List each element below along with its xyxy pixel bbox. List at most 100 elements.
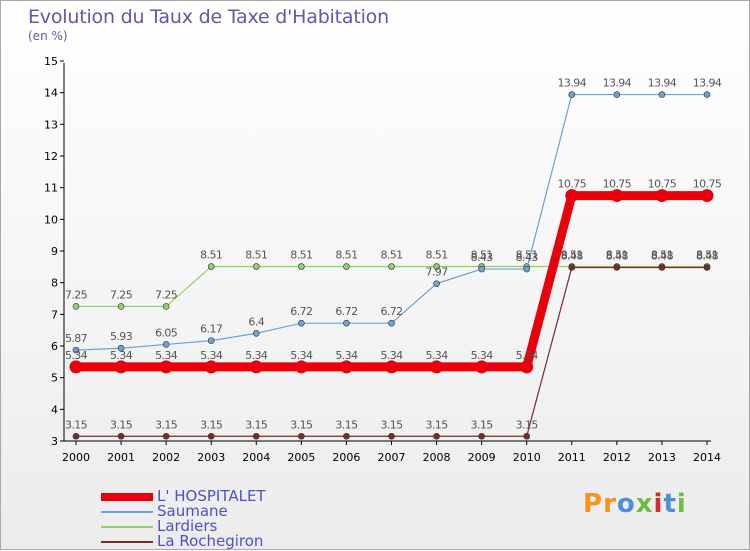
data-label-lardiers: 8.51 <box>380 249 402 262</box>
x-tick-label: 2008 <box>423 451 451 464</box>
data-point-la-rochegiron <box>252 432 260 440</box>
data-label-la-rochegiron: 3.15 <box>516 418 539 431</box>
data-label-la-rochegiron: 8.48 <box>651 249 674 262</box>
y-tick-label: 14 <box>44 87 58 100</box>
data-label-lardiers: 7.25 <box>65 288 88 301</box>
data-point-la-rochegiron <box>343 432 350 440</box>
data-point-saumane <box>703 91 711 98</box>
data-label-saumane: 8.43 <box>471 251 494 264</box>
data-point-la-rochegiron <box>162 432 170 440</box>
data-label-saumane: 8.43 <box>516 251 539 264</box>
chart-subtitle: (en %) <box>28 29 68 43</box>
x-tick-label: 2005 <box>287 451 315 464</box>
y-tick-label: 10 <box>44 213 58 226</box>
data-point-saumane <box>162 341 170 348</box>
data-point-l-hospitalet <box>159 360 173 374</box>
data-point-l-hospitalet <box>114 360 128 374</box>
data-point-saumane <box>252 330 260 337</box>
data-label-saumane: 13.94 <box>648 77 677 90</box>
legend-label: L' HOSPITALET <box>157 487 266 505</box>
data-label-l-hospitalet: 10.75 <box>603 178 632 191</box>
data-label-la-rochegiron: 3.15 <box>380 418 403 431</box>
data-point-saumane <box>207 337 215 344</box>
y-tick-label: 3 <box>51 435 58 448</box>
data-point-saumane <box>658 91 666 98</box>
data-point-l-hospitalet <box>520 360 534 374</box>
data-label-lardiers: 8.51 <box>290 249 312 262</box>
legend-label: Saumane <box>157 502 228 520</box>
data-point-la-rochegiron <box>703 264 711 271</box>
data-label-la-rochegiron: 3.15 <box>245 418 268 431</box>
y-tick-label: 5 <box>51 372 58 385</box>
data-label-l-hospitalet: 5.34 <box>155 349 178 362</box>
x-tick-label: 2011 <box>558 451 586 464</box>
data-point-saumane <box>613 91 621 98</box>
logo-letter: i <box>676 489 687 519</box>
logo-letter: r <box>603 489 617 519</box>
data-label-la-rochegiron: 3.15 <box>155 418 178 431</box>
data-point-l-hospitalet <box>610 189 624 203</box>
data-label-lardiers: 8.51 <box>696 249 718 262</box>
data-point-la-rochegiron <box>523 432 531 440</box>
x-tick-label: 2013 <box>648 451 676 464</box>
data-point-l-hospitalet <box>655 189 669 203</box>
data-point-saumane <box>478 265 485 273</box>
data-point-la-rochegiron <box>388 432 395 440</box>
logo-letter: x <box>635 489 654 519</box>
y-tick-label: 7 <box>51 308 58 321</box>
data-point-l-hospitalet <box>294 360 308 374</box>
data-label-la-rochegiron: 8.48 <box>606 249 629 262</box>
data-label-saumane: 6.4 <box>248 315 264 328</box>
data-point-lardiers <box>207 263 215 270</box>
data-label-lardiers: 8.51 <box>200 249 222 262</box>
data-label-saumane: 6.72 <box>335 305 357 318</box>
chart-title: Evolution du Taux de Taxe d'Habitation <box>28 6 389 28</box>
data-label-la-rochegiron: 3.15 <box>426 418 449 431</box>
y-tick-label: 8 <box>51 277 58 290</box>
y-tick-label: 15 <box>44 55 58 68</box>
data-point-l-hospitalet <box>69 360 83 374</box>
x-tick-label: 2010 <box>513 451 541 464</box>
legend-label: Lardiers <box>157 517 218 535</box>
data-point-saumane <box>433 280 440 287</box>
data-point-saumane <box>72 346 80 354</box>
y-tick-label: 12 <box>44 150 58 163</box>
data-point-la-rochegiron <box>613 264 621 271</box>
legend-swatch <box>101 511 153 513</box>
x-tick-label: 2007 <box>378 451 406 464</box>
data-point-la-rochegiron <box>117 432 125 440</box>
data-label-l-hospitalet: 5.34 <box>516 349 539 362</box>
data-label-l-hospitalet: 5.34 <box>471 349 494 362</box>
data-label-lardiers: 7.25 <box>110 288 133 301</box>
data-label-l-hospitalet: 10.75 <box>558 178 587 191</box>
data-label-la-rochegiron: 3.15 <box>335 418 358 431</box>
data-point-lardiers <box>343 263 350 270</box>
data-point-saumane <box>343 319 350 327</box>
data-label-l-hospitalet: 10.75 <box>648 178 677 191</box>
series-line-l-hospitalet <box>76 191 707 372</box>
data-label-la-rochegiron: 3.15 <box>65 418 88 431</box>
data-point-lardiers <box>162 303 170 310</box>
data-point-la-rochegiron <box>658 264 666 271</box>
data-point-l-hospitalet <box>339 360 353 374</box>
data-label-l-hospitalet: 5.34 <box>245 349 268 362</box>
data-label-saumane: 6.17 <box>200 323 223 336</box>
data-point-saumane <box>523 265 531 273</box>
data-label-la-rochegiron: 8.48 <box>696 249 719 262</box>
data-label-lardiers: 8.51 <box>471 249 493 262</box>
data-label-l-hospitalet: 5.34 <box>200 349 223 362</box>
data-label-saumane: 13.94 <box>603 77 632 90</box>
x-tick-label: 2004 <box>242 451 270 464</box>
data-label-la-rochegiron: 3.15 <box>200 418 223 431</box>
data-label-la-rochegiron: 8.48 <box>561 249 584 262</box>
logo-letter: i <box>653 489 664 519</box>
data-label-la-rochegiron: 3.15 <box>110 418 133 431</box>
data-point-lardiers <box>252 263 260 270</box>
data-label-saumane: 6.72 <box>380 305 402 318</box>
x-tick-label: 2012 <box>603 451 631 464</box>
data-point-lardiers <box>388 263 395 270</box>
legend-swatch <box>101 526 153 528</box>
data-point-l-hospitalet <box>565 189 579 203</box>
